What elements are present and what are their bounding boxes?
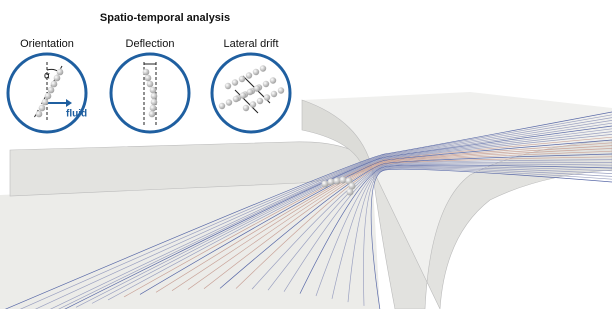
particle: [246, 72, 252, 78]
particle: [340, 177, 347, 184]
particle: [219, 103, 225, 109]
particle: [239, 76, 245, 82]
panel-label: Deflection: [126, 38, 175, 50]
particle: [233, 96, 239, 102]
particle: [51, 81, 58, 88]
particle: [150, 105, 157, 112]
particle: [42, 99, 49, 106]
title: Spatio-temporal analysis: [100, 12, 230, 24]
particle: [151, 99, 158, 106]
angle-symbol: α: [44, 71, 50, 82]
particle: [322, 181, 329, 188]
particle: [54, 75, 61, 82]
particle: [260, 65, 266, 71]
particle: [147, 81, 154, 88]
flow-label: fluid: [66, 109, 87, 120]
particle: [257, 98, 263, 104]
particle: [240, 92, 246, 98]
particle: [349, 183, 356, 190]
particle: [225, 83, 231, 89]
particle: [150, 87, 157, 94]
panel-circle: [111, 54, 189, 132]
particle: [254, 85, 260, 91]
particle: [253, 69, 259, 75]
particle: [347, 189, 354, 196]
particle: [278, 87, 284, 93]
particle: [270, 77, 276, 83]
particle: [151, 93, 158, 100]
particle: [57, 69, 64, 76]
particle: [247, 89, 253, 95]
particle: [328, 179, 335, 186]
particle: [36, 111, 43, 118]
panel-label: Orientation: [20, 38, 74, 50]
particle: [48, 87, 55, 94]
particle: [149, 111, 156, 118]
figure: Spatio-temporal analysis Orientation Def…: [0, 0, 612, 309]
particle: [263, 81, 269, 87]
particle: [264, 94, 270, 100]
particle: [250, 101, 256, 107]
particle: [232, 79, 238, 85]
particle: [45, 93, 52, 100]
particle: [334, 178, 341, 185]
particle: [39, 105, 46, 112]
particle: [243, 105, 249, 111]
particle: [271, 91, 277, 97]
particle: [145, 75, 152, 82]
particle: [226, 99, 232, 105]
particle: [143, 69, 150, 76]
panel-label: Lateral drift: [223, 38, 278, 50]
